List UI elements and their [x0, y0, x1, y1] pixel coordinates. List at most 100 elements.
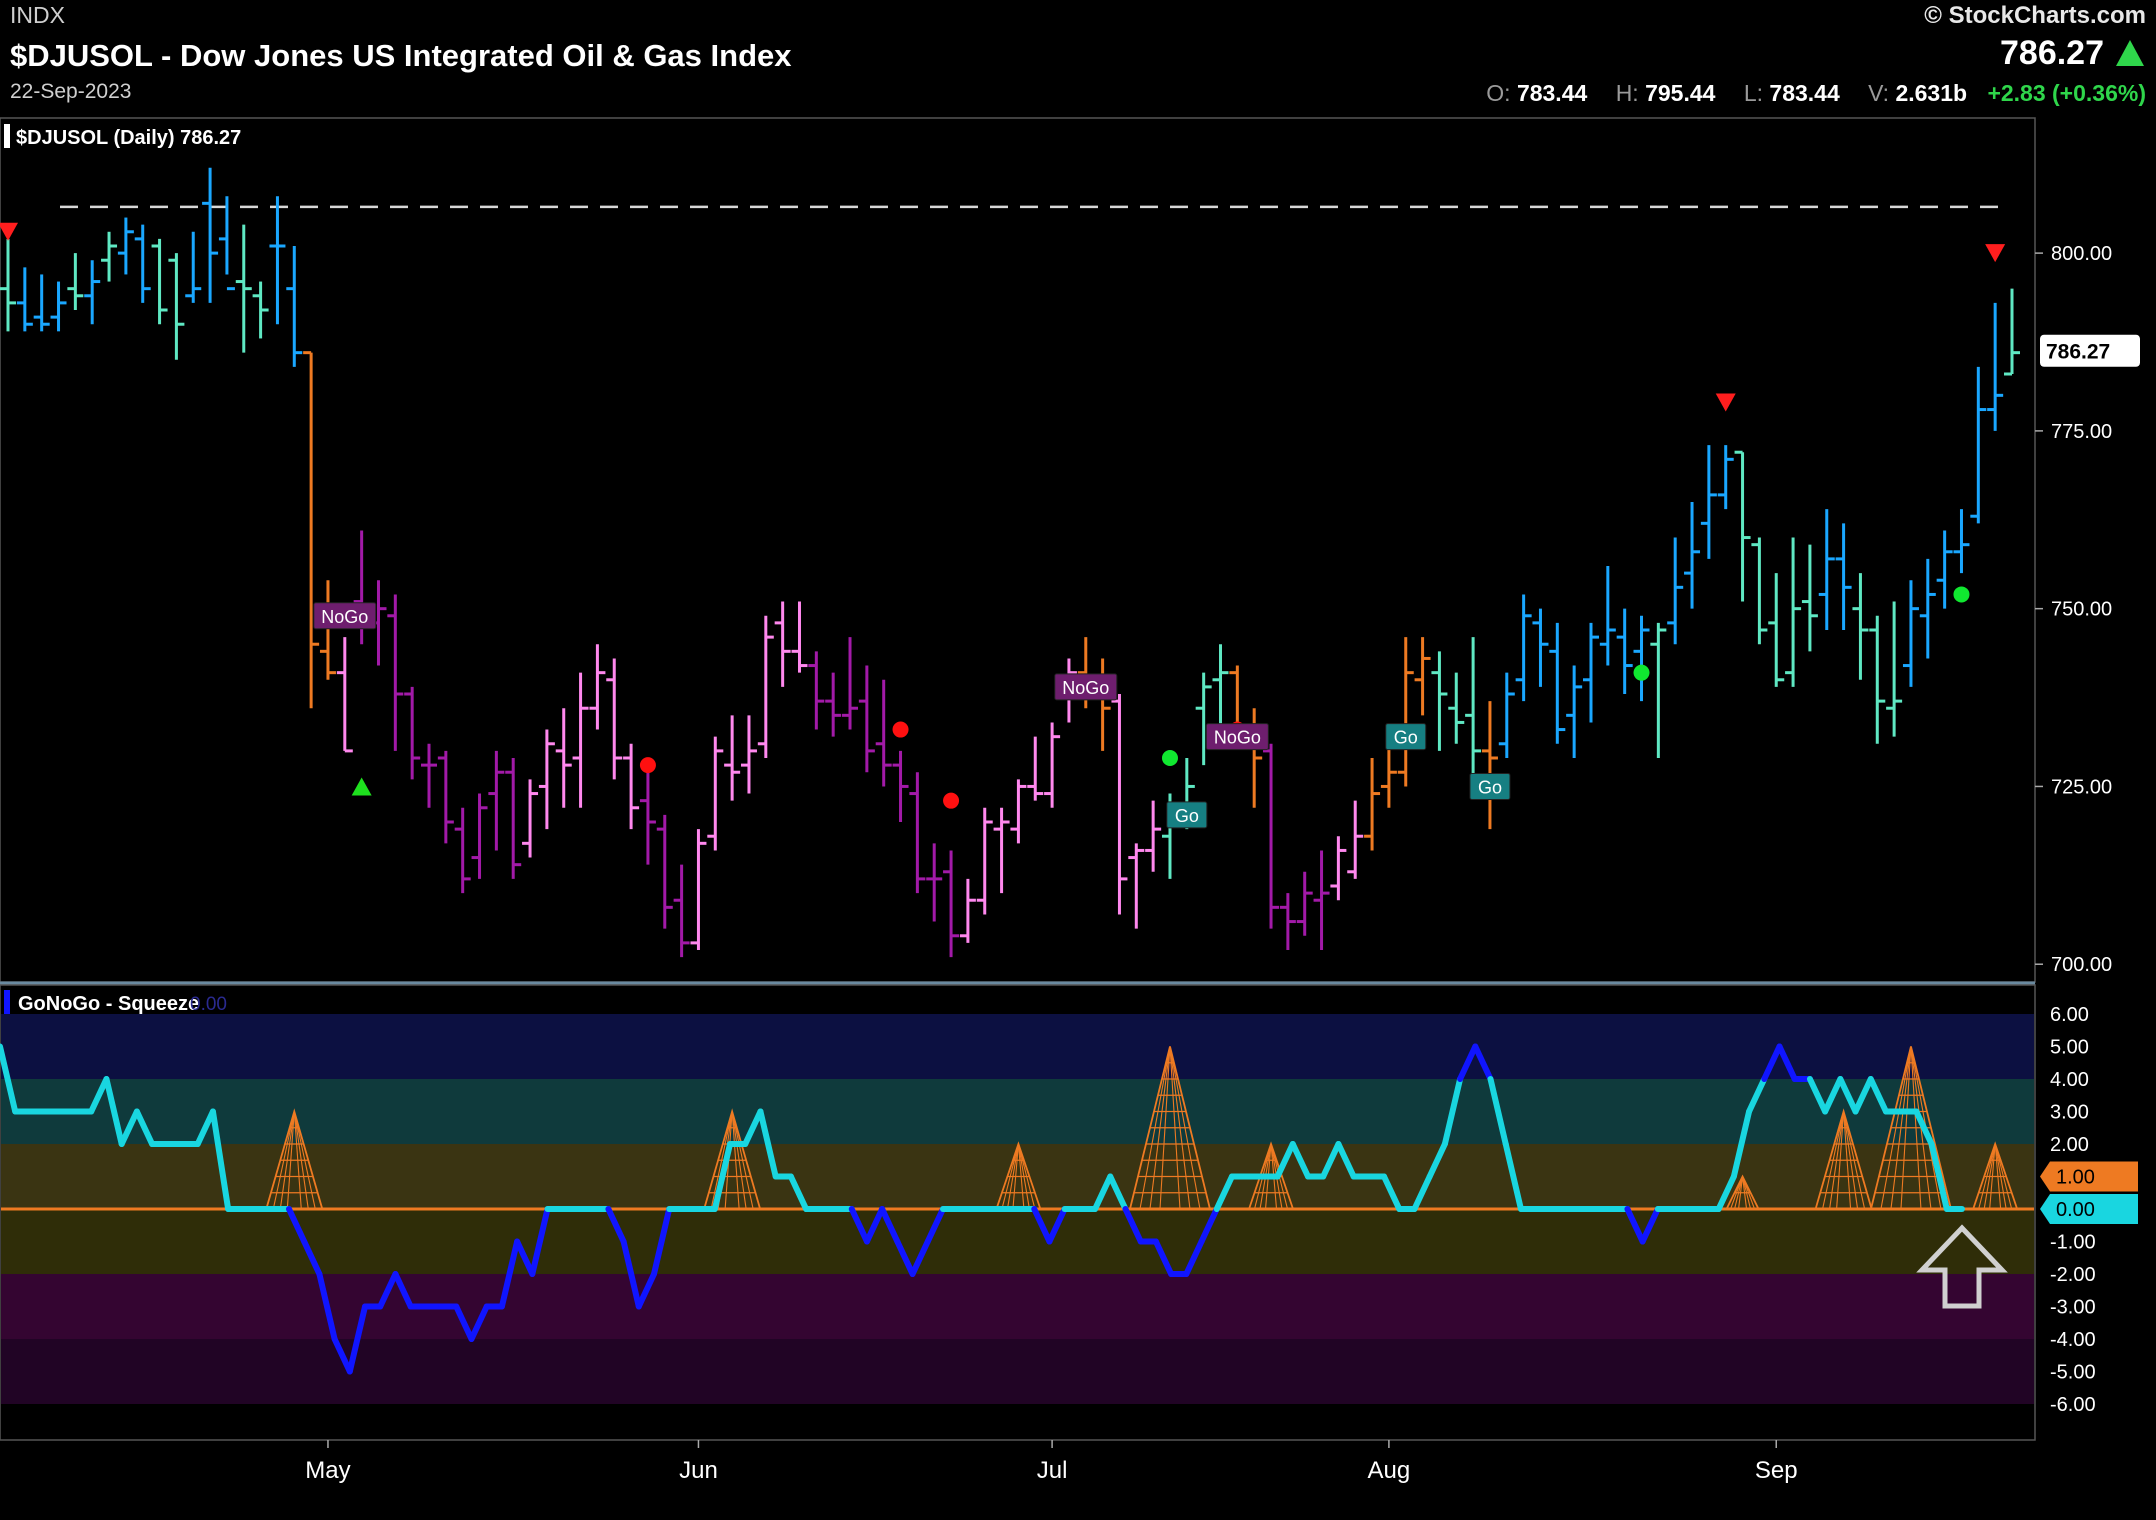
ohlc-bar — [1700, 445, 1717, 559]
ohlc-bar — [1279, 893, 1296, 950]
oscillator-segment — [863, 1206, 886, 1245]
ohlc-bar — [1010, 779, 1027, 844]
oscillator-panel-frame — [0, 984, 2036, 1441]
squeeze-spike-rib — [1001, 1143, 1019, 1210]
ohlc-bar — [1027, 736, 1044, 801]
ohlc-bar — [454, 807, 471, 894]
oscillator-segment — [1928, 1141, 1950, 1212]
oscillator-segment — [1031, 1206, 1053, 1245]
nogo-label-box — [1205, 723, 1269, 751]
ohlc-bar — [67, 253, 84, 310]
oscillator-segment — [194, 1108, 216, 1147]
ohlc-bar — [505, 758, 522, 879]
oscillator-segment — [316, 1271, 338, 1342]
oscillator-segment — [529, 1206, 551, 1277]
go-label-text: Go — [1478, 777, 1502, 797]
oscillator-segment — [787, 1173, 810, 1212]
oscillator-segment — [894, 1238, 916, 1277]
ohlc-bar — [1128, 843, 1145, 929]
ohlc-bar — [623, 743, 640, 830]
squeeze-spike — [1725, 1174, 1760, 1210]
price-panel-frame — [0, 117, 2036, 983]
squeeze-spike-rib — [1734, 1176, 1744, 1210]
ohlc-bar — [235, 224, 252, 353]
high-value: 795.44 — [1645, 80, 1716, 106]
squeeze-spike-rib — [1994, 1143, 2002, 1210]
ohlc-bar — [303, 351, 320, 709]
squeeze-spike-rib — [1900, 1046, 1912, 1210]
chart-title: $DJUSOL - Dow Jones US Integrated Oil & … — [10, 38, 792, 73]
squeeze-band-4 — [1, 1274, 2034, 1339]
squeeze-spike-rib — [1829, 1111, 1845, 1210]
ohlc-bar — [959, 878, 976, 943]
ohlc-bar — [825, 672, 842, 737]
panel-frames — [0, 117, 2036, 1441]
brand-logo[interactable]: © StockCharts.com — [1924, 2, 2146, 29]
red-dot-icon — [892, 721, 909, 738]
ohlc-bar — [218, 196, 235, 291]
ohlc-bar — [740, 715, 757, 794]
low-label: L: — [1743, 80, 1764, 106]
squeeze-spike-rib — [1822, 1111, 1845, 1210]
ohlc-bar — [1498, 672, 1515, 758]
ohlc-bar — [606, 658, 623, 780]
ohlc-bar — [1448, 672, 1465, 744]
date-tick-label: Jul — [1037, 1457, 1068, 1484]
up-arrow-icon — [2116, 40, 2144, 66]
oscillator-segment — [118, 1108, 140, 1147]
squeeze-band-5 — [1, 1339, 2034, 1404]
oscillator-tick-label: -3.00 — [2050, 1297, 2096, 1319]
oscillator-segment — [468, 1303, 490, 1342]
ohlc-bar — [1919, 558, 1936, 659]
ohlc-bar — [1886, 601, 1903, 737]
oscillator-tick-label: 4.00 — [2050, 1069, 2089, 1091]
oscillator-segment — [285, 1206, 308, 1245]
ohlc-bar — [1111, 694, 1128, 915]
oscillator-segment — [1381, 1173, 1403, 1212]
nogo-label-text: NoGo — [1062, 678, 1109, 698]
ohlc-bar — [875, 679, 892, 787]
go-label-text: Go — [1394, 728, 1418, 748]
squeeze-spike-rib — [293, 1111, 302, 1210]
low-value: 783.44 — [1769, 80, 1840, 106]
price-tick-label: 775.00 — [2051, 421, 2112, 443]
down-triangle-icon — [0, 222, 18, 241]
price-tick-label: 700.00 — [2051, 954, 2112, 976]
oscillator-legend-swatch — [4, 990, 10, 1014]
ohlc-bar — [2004, 288, 2020, 376]
oscillator-segment — [1335, 1141, 1357, 1180]
ohlc-bar — [1667, 537, 1684, 645]
squeeze-spike-rib — [279, 1111, 295, 1210]
oscillator-segment — [1441, 1076, 1464, 1147]
high-label: H: — [1615, 80, 1639, 106]
nogo-label-box — [1054, 673, 1118, 701]
oscillator-segment — [1867, 1076, 1889, 1115]
oscillator-tick-label: -5.00 — [2050, 1362, 2096, 1384]
go-label-box — [1469, 772, 1511, 800]
price-legend-label: $DJUSOL (Daily) 786.27 — [16, 127, 241, 149]
ohlc-bar — [757, 615, 774, 758]
ohlc-bar — [1902, 580, 1919, 687]
oscillator-segment — [1502, 1141, 1524, 1212]
ohlc-bar — [1330, 836, 1347, 901]
squeeze-spike-rib — [731, 1111, 747, 1210]
ohlc-bar — [656, 814, 673, 929]
ohlc-bar — [117, 217, 134, 275]
date-tick-label: Sep — [1755, 1457, 1798, 1484]
ohlc-bar — [269, 196, 286, 325]
ohlc-bar — [1263, 743, 1280, 929]
green-dot-icon — [1161, 750, 1178, 766]
oscillator-segment — [1092, 1173, 1114, 1212]
squeeze-spike — [1814, 1108, 1873, 1210]
nogo-label-text: NoGo — [321, 607, 368, 627]
ohlc-bar — [1313, 850, 1330, 950]
price-change: +2.83 (+0.36%) — [1987, 80, 2146, 106]
oscillator-segment — [605, 1206, 627, 1245]
ohlc-bar — [1818, 509, 1835, 630]
squeeze-spike-rib — [1017, 1143, 1030, 1210]
green-dot-icon — [1953, 586, 1970, 603]
price-tick-label: 725.00 — [2051, 776, 2112, 798]
chart-header: INDX $DJUSOL - Dow Jones US Integrated O… — [0, 0, 2156, 114]
squeeze-spike-rib — [1730, 1176, 1744, 1210]
